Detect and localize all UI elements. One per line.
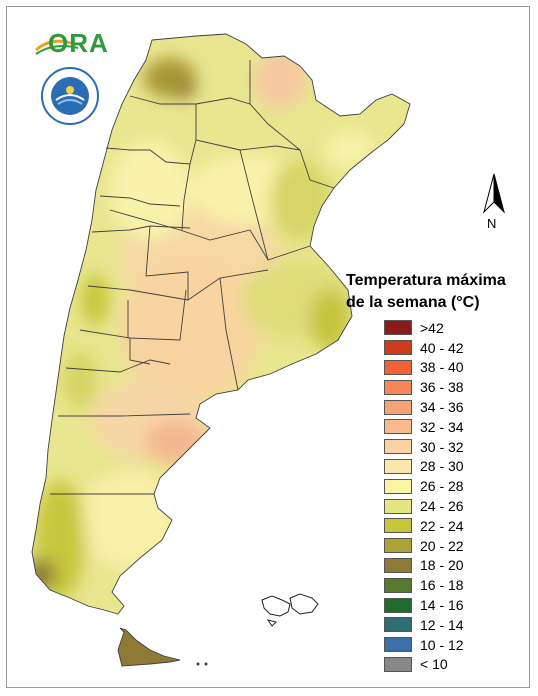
legend-swatch bbox=[384, 577, 412, 593]
legend-label: 28 - 30 bbox=[420, 458, 464, 475]
legend-title-line1: Temperatura máxima bbox=[346, 272, 506, 289]
legend: >42 40 - 42 38 - 40 36 - 38 34 - 36 32 - 34 30… bbox=[384, 318, 464, 674]
legend-item: 32 - 34 bbox=[384, 417, 464, 437]
legend-swatch bbox=[384, 518, 412, 534]
legend-swatch bbox=[384, 498, 412, 514]
legend-label: 16 - 18 bbox=[420, 577, 464, 594]
legend-swatch bbox=[384, 439, 412, 455]
legend-item: 20 - 22 bbox=[384, 536, 464, 556]
legend-item: 22 - 24 bbox=[384, 516, 464, 536]
legend-label: < 10 bbox=[420, 656, 448, 673]
legend-item: 24 - 26 bbox=[384, 496, 464, 516]
legend-swatch bbox=[384, 359, 412, 375]
legend-item: 36 - 38 bbox=[384, 377, 464, 397]
legend-swatch bbox=[384, 320, 412, 336]
province-boundaries bbox=[31, 33, 411, 615]
legend-label: 24 - 26 bbox=[420, 498, 464, 515]
tierra-del-fuego bbox=[117, 627, 181, 667]
legend-item: 16 - 18 bbox=[384, 575, 464, 595]
legend-item: 14 - 16 bbox=[384, 595, 464, 615]
legend-label: 22 - 24 bbox=[420, 517, 464, 534]
legend-swatch bbox=[384, 458, 412, 474]
legend-swatch bbox=[384, 419, 412, 435]
legend-item: 28 - 30 bbox=[384, 457, 464, 477]
legend-item: 10 - 12 bbox=[384, 635, 464, 655]
legend-label: 14 - 16 bbox=[420, 597, 464, 614]
legend-swatch bbox=[384, 478, 412, 494]
legend-label: 30 - 32 bbox=[420, 438, 464, 455]
legend-item: 30 - 32 bbox=[384, 437, 464, 457]
legend-label: 20 - 22 bbox=[420, 537, 464, 554]
legend-swatch bbox=[384, 656, 412, 672]
smn-seal-logo bbox=[41, 67, 99, 125]
legend-item: 38 - 40 bbox=[384, 358, 464, 378]
legend-item: 40 - 42 bbox=[384, 338, 464, 358]
legend-label: 26 - 28 bbox=[420, 478, 464, 495]
legend-label: 36 - 38 bbox=[420, 379, 464, 396]
north-arrow-icon bbox=[483, 173, 505, 214]
legend-item: 12 - 14 bbox=[384, 615, 464, 635]
legend-label: 34 - 36 bbox=[420, 399, 464, 416]
legend-swatch bbox=[384, 399, 412, 415]
legend-swatch bbox=[384, 617, 412, 633]
legend-swatch bbox=[384, 557, 412, 573]
legend-label: 12 - 14 bbox=[420, 616, 464, 633]
legend-label: >42 bbox=[420, 319, 444, 336]
legend-item: < 10 bbox=[384, 655, 464, 675]
legend-label: 18 - 20 bbox=[420, 557, 464, 574]
north-label: N bbox=[487, 216, 497, 231]
legend-label: 10 - 12 bbox=[420, 636, 464, 653]
legend-swatch bbox=[384, 538, 412, 554]
legend-item: 34 - 36 bbox=[384, 397, 464, 417]
legend-swatch bbox=[384, 379, 412, 395]
legend-swatch bbox=[384, 637, 412, 653]
legend-label: 32 - 34 bbox=[420, 418, 464, 435]
legend-swatch bbox=[384, 597, 412, 613]
legend-item: 18 - 20 bbox=[384, 556, 464, 576]
legend-item: >42 bbox=[384, 318, 464, 338]
legend-title-line2: de la semana (°C) bbox=[346, 294, 480, 311]
legend-label: 38 - 40 bbox=[420, 359, 464, 376]
ora-logo-text: ORA bbox=[48, 28, 109, 58]
legend-label: 40 - 42 bbox=[420, 339, 464, 356]
ora-logo-swoosh bbox=[35, 39, 79, 55]
legend-item: 26 - 28 bbox=[384, 476, 464, 496]
malvinas-islands bbox=[261, 593, 319, 627]
legend-title: Temperatura máxima de la semana (°C) bbox=[346, 270, 526, 314]
legend-swatch bbox=[384, 340, 412, 356]
